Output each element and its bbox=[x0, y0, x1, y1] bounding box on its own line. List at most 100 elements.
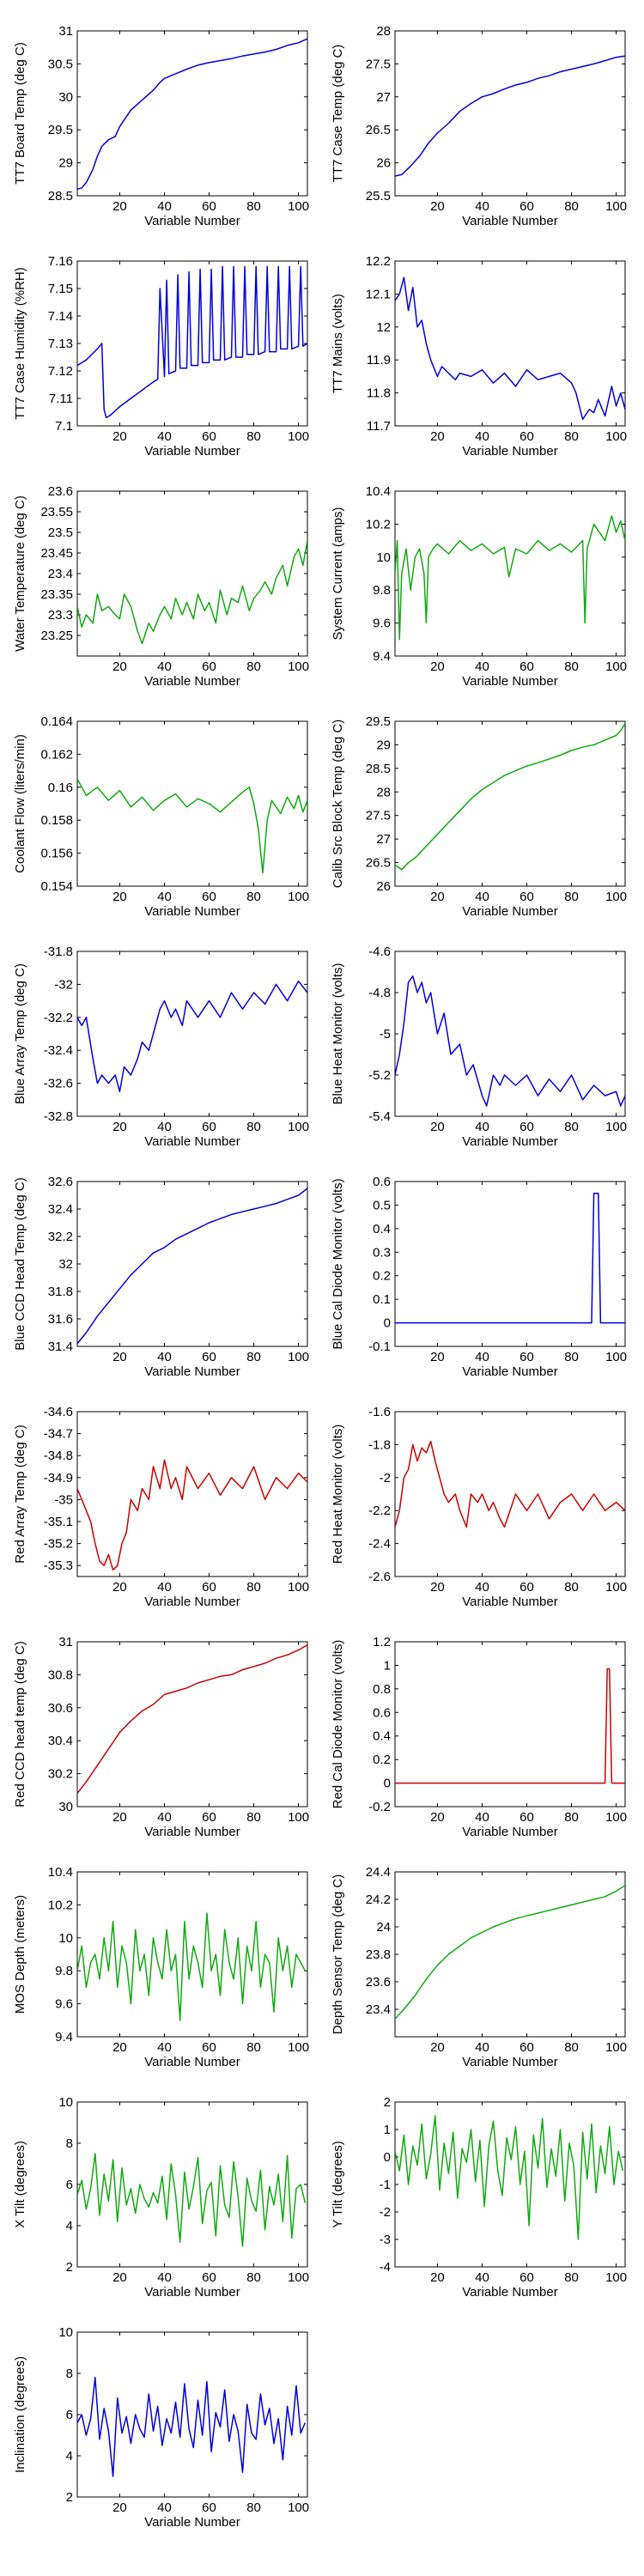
chart-panel-14: 20 40 60 80 100 -2.6 -2.4 -2.2 -2 -1.8 -1.6 Variabl… bbox=[331, 1405, 627, 1609]
x-axis-label: Variable Number bbox=[462, 904, 557, 919]
plot-frame bbox=[394, 951, 626, 1117]
y-tick-label: 10.4 bbox=[366, 484, 391, 499]
y-tick-label: -32.4 bbox=[44, 1043, 73, 1058]
y-tick-label: 1 bbox=[384, 1658, 391, 1673]
y-axis-label: Depth Sensor Temp (deg C) bbox=[331, 1874, 345, 2034]
y-tick-label: 0 bbox=[384, 1777, 391, 1791]
x-tick-label: 40 bbox=[157, 2500, 172, 2515]
x-tick-label: 20 bbox=[112, 659, 127, 674]
y-tick-label: 9.6 bbox=[373, 617, 391, 631]
y-tick-label: 31.8 bbox=[48, 1285, 73, 1299]
series-line bbox=[395, 1192, 625, 1324]
y-tick-label: -34.7 bbox=[44, 1427, 73, 1442]
y-tick-label: -35 bbox=[54, 1492, 73, 1507]
y-tick-label: -35.2 bbox=[44, 1537, 73, 1552]
y-tick-label: 32.6 bbox=[48, 1175, 73, 1189]
series-line bbox=[77, 540, 307, 645]
plot-frame bbox=[76, 1181, 308, 1347]
y-tick-label: 12.2 bbox=[366, 254, 391, 269]
y-tick-label: 0.162 bbox=[40, 747, 73, 762]
y-tick-label: -35.3 bbox=[44, 1558, 73, 1573]
x-tick-label: 40 bbox=[475, 1350, 489, 1364]
x-tick-label: 40 bbox=[157, 1120, 172, 1134]
x-tick-label: 100 bbox=[605, 1810, 627, 1825]
y-tick-label: 11.8 bbox=[367, 386, 391, 401]
series-line bbox=[77, 778, 307, 874]
y-tick-label: -2 bbox=[380, 1471, 391, 1485]
plot-frame bbox=[76, 30, 308, 197]
x-tick-label: 60 bbox=[202, 1810, 216, 1825]
y-tick-label: 0.3 bbox=[373, 1245, 391, 1260]
y-tick-label: 8 bbox=[66, 2366, 73, 2381]
y-tick-label: 0 bbox=[384, 1316, 391, 1331]
series-line bbox=[77, 1188, 307, 1345]
x-tick-label: 40 bbox=[475, 1580, 489, 1595]
y-tick-label: 23.4 bbox=[48, 567, 73, 581]
y-tick-label: -4.8 bbox=[368, 986, 391, 1000]
x-tick-label: 20 bbox=[430, 890, 445, 904]
x-tick-label: 100 bbox=[288, 1350, 309, 1364]
y-axis-label: X Tilt (degrees) bbox=[13, 2141, 27, 2228]
y-tick-label: 23.5 bbox=[48, 526, 73, 540]
y-tick-label: 23.35 bbox=[40, 587, 73, 602]
chart-panel-7: 20 40 60 80 100 0.154 0.156 0.158 0.16 0.162 0.164… bbox=[13, 714, 309, 919]
x-tick-label: 60 bbox=[202, 2270, 216, 2285]
x-axis-label: Variable Number bbox=[144, 674, 240, 689]
series-line bbox=[395, 1885, 625, 2020]
x-tick-label: 40 bbox=[157, 659, 172, 674]
x-tick-label: 100 bbox=[605, 1120, 627, 1134]
x-axis-label: Variable Number bbox=[462, 1825, 557, 1839]
y-tick-label: 23.25 bbox=[40, 629, 73, 643]
series-line bbox=[77, 38, 307, 191]
x-tick-label: 40 bbox=[475, 890, 489, 904]
y-tick-label: 30.2 bbox=[48, 1767, 73, 1782]
x-tick-label: 60 bbox=[202, 2040, 216, 2055]
y-tick-label: 0.4 bbox=[373, 1729, 391, 1744]
y-tick-label: 29 bbox=[376, 738, 391, 752]
x-tick-label: 80 bbox=[246, 890, 261, 904]
x-tick-label: 40 bbox=[157, 890, 172, 904]
y-tick-label: 27 bbox=[376, 90, 391, 105]
y-tick-label: 28.5 bbox=[48, 189, 73, 204]
y-tick-label: 2 bbox=[66, 2260, 73, 2275]
x-tick-label: 40 bbox=[475, 2270, 489, 2285]
plot-frame bbox=[394, 1181, 626, 1347]
y-axis-label: Blue Array Temp (deg C) bbox=[13, 963, 27, 1104]
y-axis-label: Red Cal Diode Monitor (volts) bbox=[331, 1640, 345, 1809]
y-axis-label: TT7 Case Temp (deg C) bbox=[331, 45, 345, 183]
x-tick-label: 80 bbox=[564, 1120, 579, 1134]
y-tick-label: 30.5 bbox=[48, 57, 73, 71]
x-axis-label: Variable Number bbox=[144, 2055, 240, 2069]
y-tick-label: 23.6 bbox=[48, 484, 73, 499]
y-axis-label: TT7 Case Humidity (%RH) bbox=[13, 267, 27, 420]
x-tick-label: 100 bbox=[288, 2500, 309, 2515]
y-tick-label: 30 bbox=[58, 1800, 73, 1814]
plot-frame bbox=[394, 30, 626, 197]
x-tick-label: 20 bbox=[112, 2270, 127, 2285]
x-axis-label: Variable Number bbox=[144, 904, 240, 919]
x-tick-label: 20 bbox=[112, 1120, 127, 1134]
x-tick-label: 100 bbox=[288, 659, 309, 674]
x-tick-label: 60 bbox=[519, 1120, 534, 1134]
x-tick-label: 100 bbox=[605, 1580, 627, 1595]
x-tick-label: 20 bbox=[112, 2500, 127, 2515]
y-tick-label: 9.8 bbox=[55, 1964, 73, 1978]
x-tick-label: 80 bbox=[246, 199, 261, 214]
y-tick-label: 25.5 bbox=[366, 189, 391, 204]
y-tick-label: -3 bbox=[380, 2233, 391, 2247]
y-tick-label: 0.2 bbox=[373, 1269, 391, 1284]
y-tick-label: -5 bbox=[380, 1027, 391, 1042]
x-axis-label: Variable Number bbox=[144, 1134, 240, 1149]
y-tick-label: 6 bbox=[66, 2408, 73, 2422]
y-tick-label: -32.6 bbox=[44, 1077, 73, 1091]
chart-panel-21: 20 40 60 80 100 2 4 6 8 10 Variable Number Inclinat… bbox=[13, 2325, 309, 2530]
x-tick-label: 100 bbox=[288, 1810, 309, 1825]
y-tick-label: 11.9 bbox=[367, 353, 391, 368]
y-tick-label: 23.3 bbox=[48, 608, 73, 623]
x-tick-label: 80 bbox=[246, 1120, 261, 1134]
x-tick-label: 60 bbox=[202, 890, 216, 904]
y-tick-label: 31.6 bbox=[48, 1312, 73, 1327]
chart-panel-18: 20 40 60 80 100 23.4 23.6 23.8 24 24.2 24.4 Variabl… bbox=[331, 1865, 627, 2069]
x-tick-label: 80 bbox=[564, 1810, 579, 1825]
